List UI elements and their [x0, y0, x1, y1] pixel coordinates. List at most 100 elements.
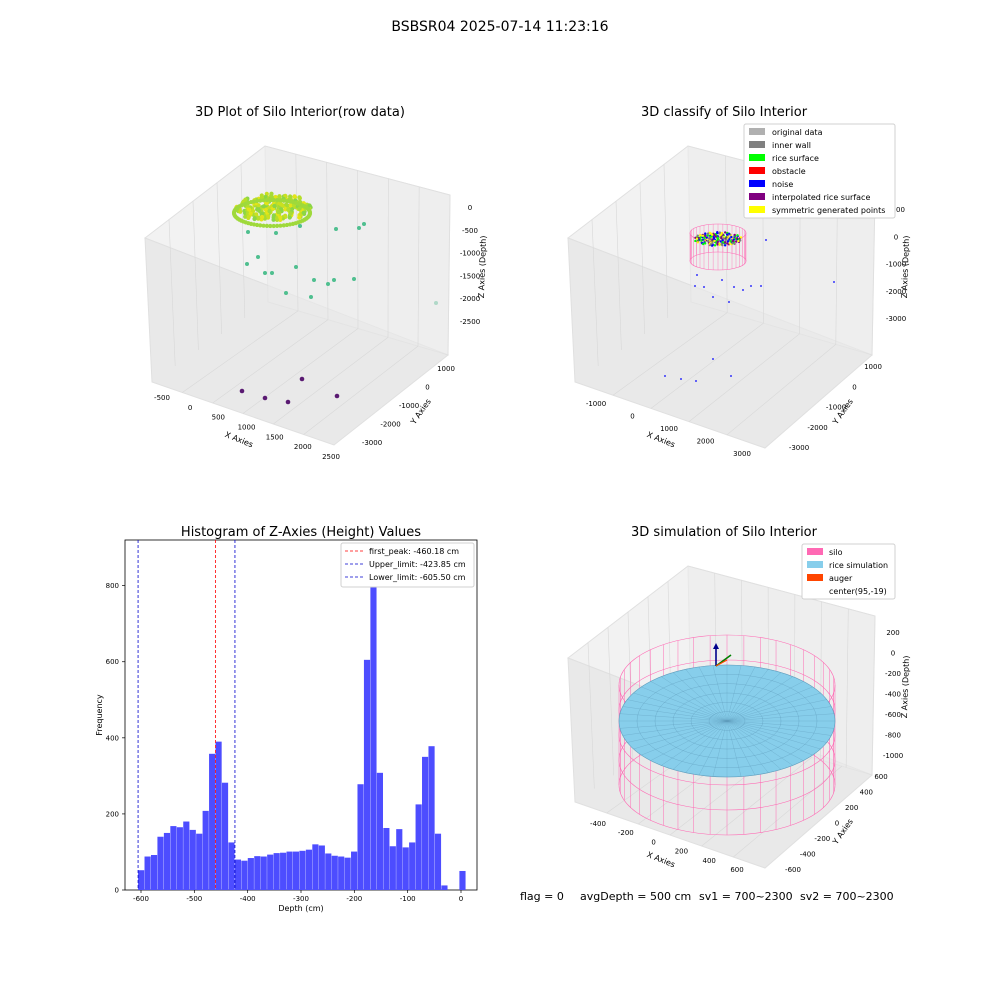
- p2-zt-4: -3000: [886, 315, 906, 323]
- classify-y-ticks: 1000 0 -1000 -2000 -3000: [789, 363, 882, 452]
- classify-point: [712, 237, 716, 240]
- sim-rice-surface: [618, 664, 836, 778]
- hist-legend-box: [340, 542, 475, 588]
- classify-point: [725, 233, 729, 236]
- sim-rice-mesh-spoke: [619, 720, 728, 729]
- hist-bar: [234, 859, 242, 890]
- raw-point: [434, 301, 438, 305]
- classify-legend-swatch: [749, 128, 765, 135]
- p4-xt-0: -400: [590, 820, 606, 828]
- classify-point: [713, 239, 716, 243]
- sim-rice-mesh-spoke: [661, 676, 728, 722]
- p2-yt-4: -3000: [789, 444, 809, 452]
- hist-bar: [351, 851, 358, 890]
- panel-raw-3d: 3D Plot of Silo Interior(row data) -5000…: [143, 105, 488, 461]
- classify-noise-point: [712, 296, 714, 298]
- hist-bar: [357, 784, 364, 890]
- hist-bar: [383, 827, 390, 890]
- raw-point: [271, 217, 276, 222]
- sim-rice-mesh-spoke: [726, 676, 793, 722]
- classify-legend-swatch: [749, 141, 765, 148]
- sim-rice-mesh-spoke: [627, 699, 728, 722]
- classify-noise-point: [695, 380, 697, 382]
- raw-point: [256, 215, 261, 220]
- sim-rice-mesh-spoke: [726, 720, 793, 766]
- raw-point: [275, 198, 280, 203]
- raw-point: [288, 211, 293, 216]
- p1-grid-line: [212, 319, 329, 404]
- hist-bar: [273, 853, 280, 890]
- raw-point: [284, 202, 289, 207]
- hist-bar: [318, 845, 325, 890]
- p4-yt-3: 0: [835, 820, 839, 828]
- raw-point: [257, 208, 262, 213]
- hist-bar: [338, 856, 345, 890]
- classify-point: [704, 232, 707, 235]
- sim-x-label: X Axies: [646, 850, 677, 869]
- p1-yt-2: -1000: [399, 402, 419, 410]
- p1-xt-4: 1500: [266, 433, 284, 441]
- p1-xt-3: 1000: [238, 424, 256, 432]
- classify-point: [728, 242, 732, 245]
- p4-grid-line: [701, 757, 812, 847]
- hist-x-tick-label: -200: [346, 895, 362, 903]
- hist-bar: [344, 857, 351, 890]
- p4-zt-5: -800: [885, 732, 901, 740]
- p4-zt-3: -400: [885, 691, 901, 699]
- p4-yt-6: -600: [785, 866, 801, 874]
- sim-rice-mesh-spoke: [650, 681, 728, 722]
- hist-bar: [209, 753, 216, 890]
- sim-z-ticks: 200 0 -200 -400 -600 -800 -1000: [883, 629, 903, 760]
- classify-z-label: Z Axies (Depth): [900, 235, 911, 298]
- p2-grid-line: [726, 344, 836, 436]
- p4-grid-line: [733, 765, 843, 858]
- raw-point: [268, 197, 273, 203]
- sim-rice-mesh-spoke: [633, 692, 728, 722]
- hist-x-tick-label: -300: [293, 895, 309, 903]
- raw-point: [246, 207, 252, 212]
- p1-yt-4: -3000: [362, 439, 382, 447]
- raw-point: [286, 207, 291, 212]
- hist-bar: [221, 782, 229, 890]
- classify-point: [719, 240, 722, 243]
- p2-xt-3: 2000: [697, 438, 715, 446]
- classify-point: [713, 233, 716, 237]
- p1-zt-3: -1500: [460, 272, 480, 280]
- raw-point: [262, 395, 268, 401]
- p4-xt-4: 400: [703, 857, 716, 865]
- sim-rice-mesh-spoke: [661, 720, 728, 766]
- p2-xt-0: -1000: [586, 400, 606, 408]
- p2-grid-line: [591, 219, 599, 367]
- raw-point: [275, 216, 280, 221]
- raw-point: [254, 212, 259, 217]
- classify-noise-point: [712, 358, 714, 360]
- sim-rice-mesh-spoke: [726, 720, 821, 750]
- p4-xt-1: -200: [618, 829, 634, 837]
- p1-grid-line: [273, 337, 389, 425]
- sim-rice-mesh-spoke: [712, 665, 728, 722]
- raw-point: [260, 214, 265, 220]
- hist-bar: [260, 856, 267, 890]
- raw-point: [278, 215, 283, 220]
- classify-noise-point: [742, 289, 744, 291]
- hist-vlines: [137, 540, 236, 890]
- raw-point: [268, 223, 273, 229]
- p1-grid-line: [326, 162, 329, 320]
- raw-point: [288, 203, 293, 208]
- classify-point: [696, 234, 699, 237]
- classify-legend-label: original data: [772, 128, 823, 137]
- classify-point: [722, 237, 725, 240]
- sim-rice-mesh-spoke: [726, 720, 832, 736]
- raw-point: [264, 201, 269, 206]
- raw-point: [250, 208, 256, 214]
- raw-point: [269, 193, 274, 198]
- p2-yt-3: -2000: [807, 424, 827, 432]
- raw-point: [245, 262, 249, 266]
- hist-bar: [415, 804, 422, 890]
- p2-yt-1: 0: [852, 383, 856, 391]
- classify-legend-swatch: [749, 154, 765, 161]
- raw-point: [334, 393, 340, 399]
- hist-bar: [286, 851, 293, 890]
- hist-x-tick-label: -400: [240, 895, 256, 903]
